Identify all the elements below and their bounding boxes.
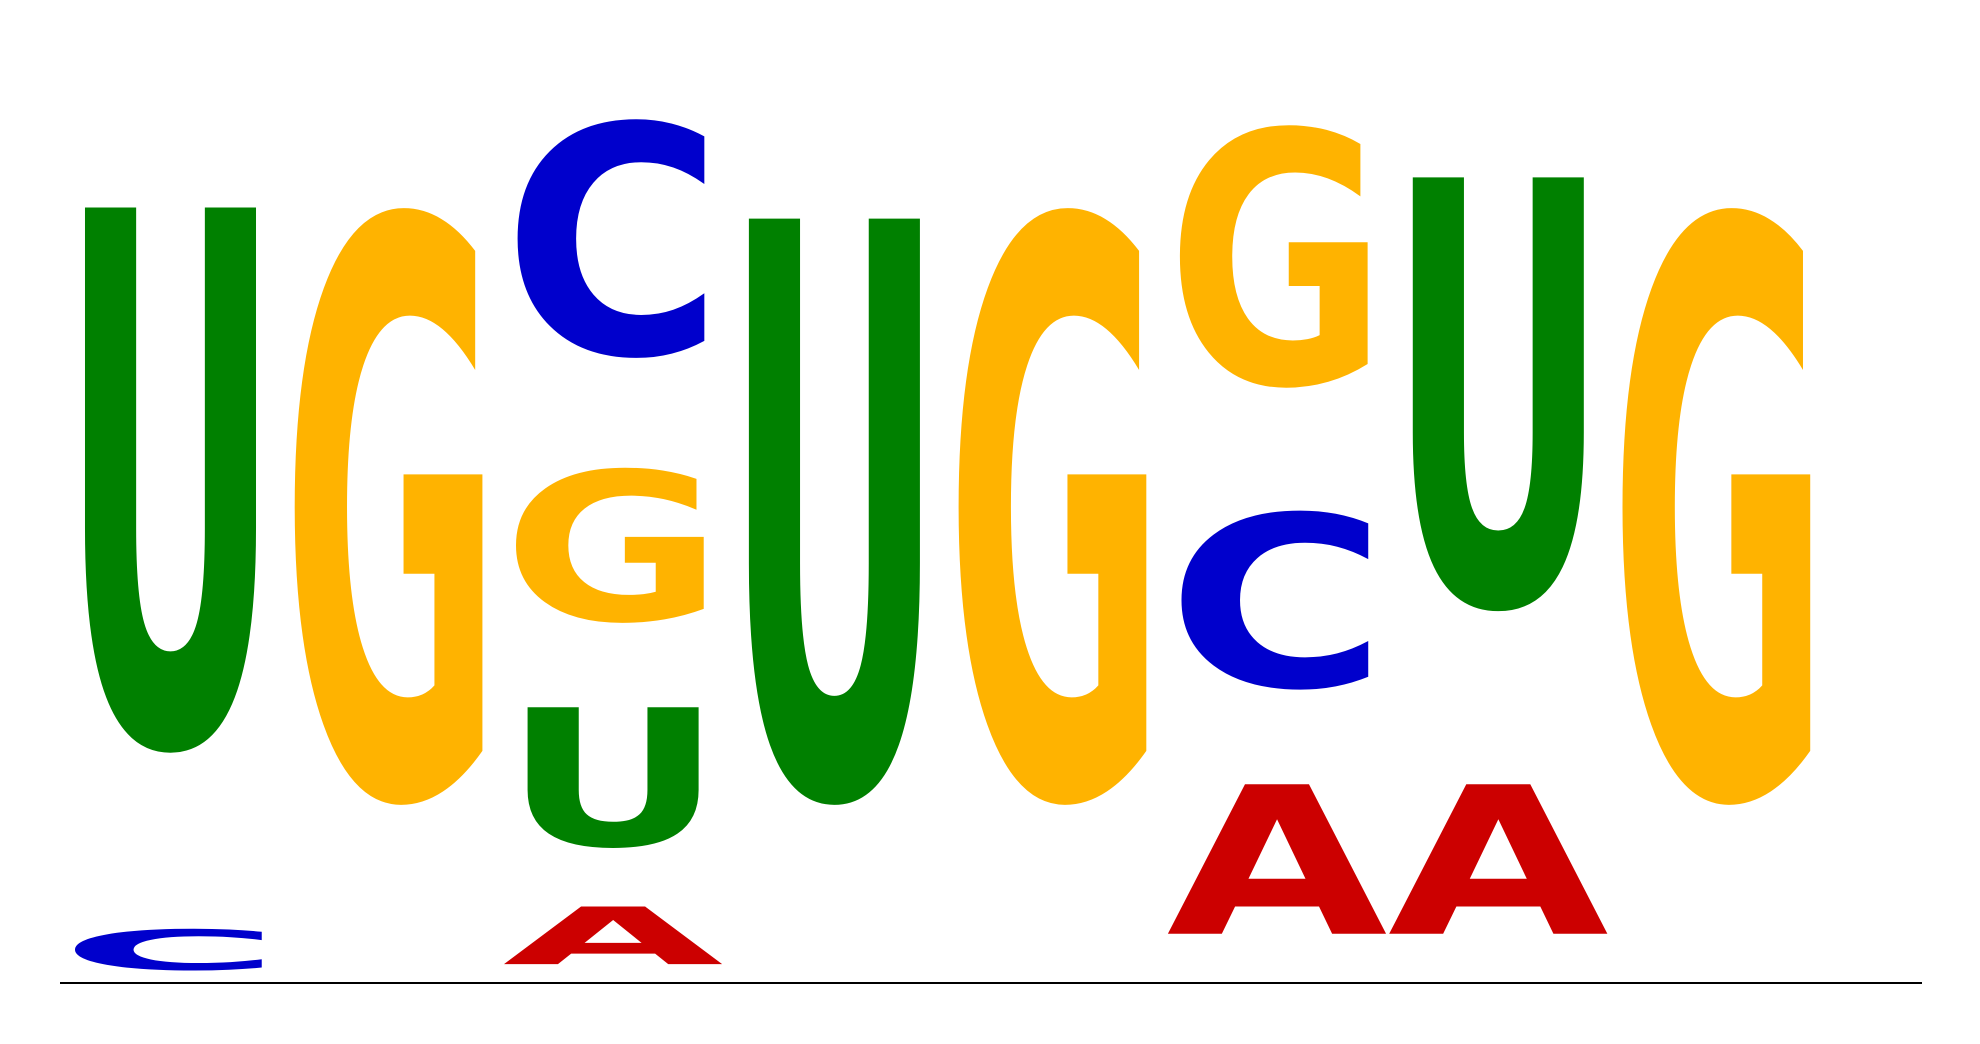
- logo-letter-g: G: [945, 63, 1166, 981]
- logo-letter-a: A: [503, 891, 724, 983]
- logo-letter-u: U: [1388, 62, 1609, 741]
- logo-letter-u: U: [724, 62, 945, 980]
- logo-letter-g: G: [1167, 62, 1388, 465]
- logo-letter-g: G: [281, 63, 502, 981]
- logo-letter-g: G: [1609, 63, 1830, 981]
- logo-letter-a: A: [1167, 743, 1388, 982]
- logo-letter-a: A: [1388, 743, 1609, 982]
- logo-letter-g: G: [503, 431, 724, 669]
- logo-letter-u: U: [60, 62, 281, 916]
- logo-letter-c: C: [1167, 467, 1388, 742]
- logo-letter-c: C: [60, 919, 281, 983]
- logo-letter-u: U: [503, 670, 724, 890]
- logo-letter-c: C: [503, 61, 724, 428]
